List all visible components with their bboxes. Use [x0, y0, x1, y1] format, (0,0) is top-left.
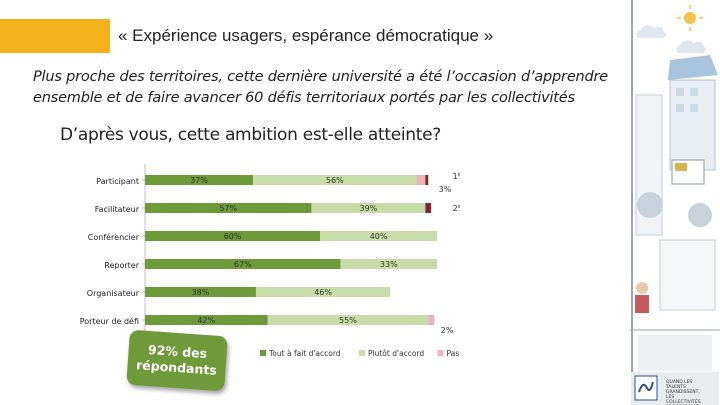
data-label: 2% — [441, 326, 454, 335]
logo-tagline: QUAND LES TALENTS GRANDISSENT, LES COLLE… — [666, 380, 701, 405]
logo-area — [631, 372, 719, 405]
bar-segment — [320, 231, 437, 241]
bar-segment — [145, 287, 256, 297]
category-label: Participant — [96, 177, 139, 186]
bar-segment — [428, 315, 435, 325]
bar-segment — [311, 203, 426, 213]
slide-subtitle: Plus proche des territoires, cette derni… — [33, 69, 609, 106]
data-label: 38% — [192, 288, 210, 297]
cloud-icon — [676, 40, 706, 53]
data-label: 60% — [224, 232, 242, 241]
sun-icon — [677, 5, 703, 31]
city-illustration — [630, 0, 720, 405]
survey-question: D’après vous, cette ambition est-elle at… — [60, 125, 442, 145]
category-label: Porteur de défi — [80, 316, 139, 326]
legend-label: Tout à fait d'accord — [268, 349, 341, 358]
tree-shape — [637, 192, 663, 218]
bar-segment — [145, 175, 254, 185]
respondents-callout: 92% des répondants — [126, 329, 228, 392]
roof-shape — [668, 55, 718, 80]
data-label: 3% — [439, 185, 452, 194]
legend-swatch — [260, 350, 266, 356]
bar-segment — [145, 315, 268, 325]
bar-segment — [145, 203, 312, 213]
bar-segment — [267, 315, 429, 325]
bar-segment — [145, 259, 341, 269]
bar-segment — [253, 175, 417, 185]
data-label: 56% — [326, 176, 344, 185]
person-icon — [635, 282, 649, 313]
building-shape — [659, 239, 716, 311]
category-label: Organisateur — [87, 289, 140, 298]
legend-swatch — [359, 350, 365, 356]
data-label: 55% — [339, 316, 357, 325]
legend-swatch — [437, 350, 444, 356]
category-label: Facilitateur — [95, 205, 140, 214]
bar-segment — [416, 175, 426, 185]
data-label: 1% — [453, 172, 460, 181]
data-label: 57% — [219, 204, 237, 213]
data-label: 67% — [234, 260, 252, 269]
data-label: 40% — [370, 232, 388, 241]
legend-label: Pas d'accord — [447, 349, 461, 358]
stacked-bar-chart: Participant 37% 56% 3%1% Facilitateur 57% 39% 2… — [80, 164, 461, 358]
data-label: 33% — [380, 260, 398, 269]
bar-segment — [340, 259, 437, 269]
data-label: 37% — [190, 176, 208, 185]
title-accent-bar — [0, 19, 110, 53]
category-label: Conférencier — [88, 232, 140, 242]
data-label: 46% — [314, 288, 332, 297]
slide-title: « Expérience usagers, espérance démocrat… — [118, 26, 494, 45]
data-label: 42% — [197, 316, 215, 325]
bar-segment — [425, 175, 429, 185]
cnfpt-logo-icon — [634, 375, 658, 401]
tree-shape — [688, 203, 712, 227]
bar-segment — [255, 287, 391, 297]
legend-label: Plutôt d'accord — [368, 349, 424, 358]
category-label: Reporter — [104, 261, 139, 270]
data-label: 39% — [359, 204, 377, 213]
bar-segment — [145, 231, 321, 241]
bar-segment — [425, 203, 432, 213]
cloud-icon — [636, 25, 666, 38]
data-label: 2% — [453, 204, 460, 213]
